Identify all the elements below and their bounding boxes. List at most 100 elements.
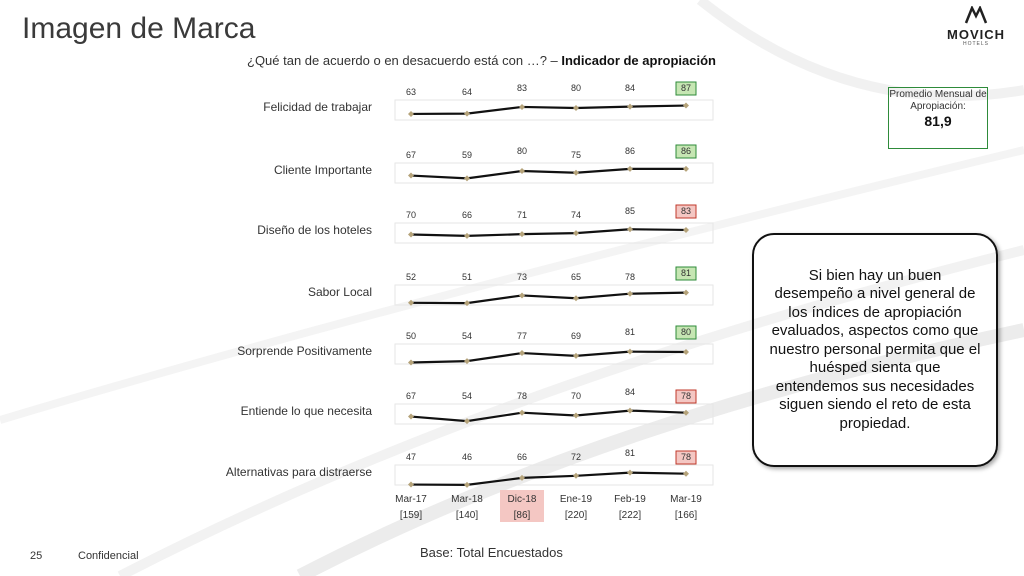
highlight-box	[675, 81, 697, 96]
row-label: Alternativas para distraerse	[226, 465, 372, 479]
x-tick-label: Mar-17	[395, 494, 427, 505]
data-label: 65	[571, 272, 581, 282]
row-label: Sabor Local	[308, 285, 372, 299]
x-base-label: [159]	[400, 510, 422, 521]
data-label: 81	[625, 448, 635, 458]
data-label: 73	[517, 272, 527, 282]
series-line	[410, 228, 687, 238]
row-label: Diseño de los hoteles	[257, 223, 372, 237]
row-label: Sorprende Positivamente	[237, 344, 372, 358]
data-point	[683, 349, 689, 355]
series-frame	[394, 284, 714, 306]
data-label: 70	[406, 210, 416, 220]
x-base-label: [140]	[456, 510, 478, 521]
data-label: 78	[681, 391, 691, 401]
logo-text: MOVICH	[947, 27, 1005, 42]
data-label: 63	[406, 87, 416, 97]
logo-subtext: HOTELS	[962, 41, 989, 47]
data-label: 64	[462, 87, 472, 97]
data-point	[408, 359, 414, 366]
data-point	[519, 474, 525, 481]
insight-callout-text: Si bien hay un buen desempeño a nivel ge…	[769, 266, 981, 432]
data-point	[627, 290, 633, 297]
data-point	[573, 169, 579, 176]
average-box: Promedio Mensual de Apropiación: 81,9	[888, 87, 988, 149]
data-point	[464, 110, 470, 117]
data-label: 78	[681, 452, 691, 462]
data-point	[627, 103, 633, 110]
series-frame	[394, 222, 714, 244]
data-point	[627, 165, 633, 172]
series-line	[410, 471, 687, 487]
series-frame	[394, 464, 714, 486]
data-label: 46	[462, 452, 472, 462]
data-point	[683, 289, 689, 296]
data-point	[519, 409, 525, 416]
data-label: 81	[681, 268, 691, 278]
data-label: 80	[681, 327, 691, 337]
data-point	[573, 230, 579, 237]
data-label: 71	[517, 210, 527, 220]
data-point	[408, 231, 414, 238]
x-base-label: [222]	[619, 510, 641, 521]
series-line	[410, 350, 687, 364]
data-point	[519, 231, 525, 238]
data-point	[683, 409, 689, 416]
data-label: 70	[571, 391, 581, 401]
data-label: 51	[462, 272, 472, 282]
question-bold: Indicador de apropiación	[561, 53, 716, 68]
data-point	[573, 352, 579, 359]
page-title: Imagen de Marca	[22, 12, 256, 45]
data-point	[464, 481, 470, 488]
data-label: 75	[571, 150, 581, 160]
highlight-box	[675, 266, 697, 281]
data-point	[627, 407, 633, 414]
question-prefix: ¿Qué tan de acuerdo o en desacuerdo está…	[247, 53, 562, 68]
data-label: 67	[406, 150, 416, 160]
data-label: 86	[681, 146, 691, 156]
row-label: Entiende lo que necesita	[241, 404, 373, 418]
data-label: 77	[517, 331, 527, 341]
series-line	[410, 104, 687, 116]
data-label: 66	[462, 210, 472, 220]
data-point	[408, 481, 414, 488]
row-label: Felicidad de trabajar	[263, 100, 372, 114]
highlighted-period-bg	[500, 490, 544, 522]
page-number: 25	[30, 550, 43, 562]
series-line	[410, 409, 687, 423]
data-label: 67	[406, 391, 416, 401]
series-frame	[394, 99, 714, 121]
data-label: 52	[406, 272, 416, 282]
data-label: 78	[517, 391, 527, 401]
data-label: 54	[462, 331, 472, 341]
x-base-label: [220]	[565, 510, 587, 521]
series-line	[410, 291, 687, 305]
movich-logo: MOVICH HOTELS	[940, 4, 1012, 47]
data-point	[464, 300, 470, 307]
movich-logo-icon	[964, 4, 988, 24]
data-point	[519, 350, 525, 357]
data-point	[683, 470, 689, 477]
average-box-value: 81,9	[924, 113, 952, 129]
data-point	[519, 168, 525, 174]
data-label: 54	[462, 391, 472, 401]
data-label: 86	[625, 146, 635, 156]
highlight-box	[675, 144, 697, 159]
x-tick-label: Mar-19	[670, 494, 702, 505]
data-point	[683, 226, 689, 233]
series-frame	[394, 162, 714, 184]
x-tick-label: Feb-19	[614, 494, 646, 505]
row-label: Cliente Importante	[274, 163, 372, 177]
highlight-box	[675, 325, 697, 340]
data-point	[573, 105, 579, 111]
data-point	[573, 472, 579, 479]
data-point	[408, 413, 414, 420]
data-label: 74	[571, 210, 581, 220]
data-point	[408, 299, 414, 306]
data-point	[464, 232, 470, 239]
data-point	[573, 412, 579, 419]
data-label: 78	[625, 272, 635, 282]
survey-question: ¿Qué tan de acuerdo o en desacuerdo está…	[247, 53, 716, 68]
data-point	[683, 165, 689, 172]
